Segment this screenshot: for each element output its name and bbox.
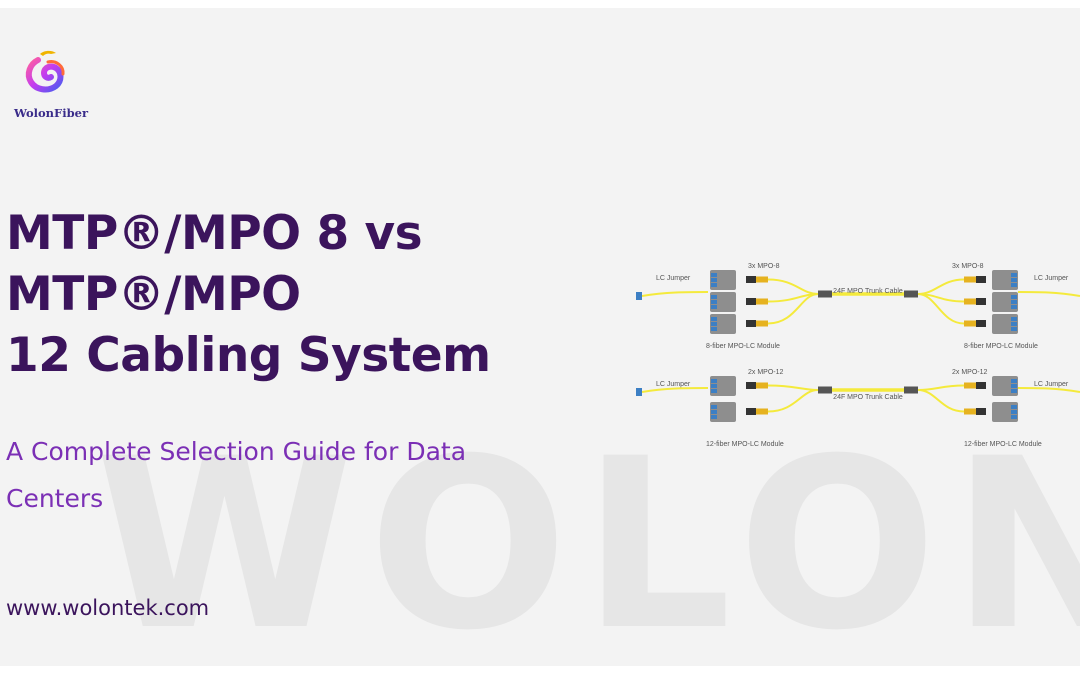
mpo-boot-icon xyxy=(756,382,768,389)
website-url[interactable]: www.wolontek.com xyxy=(6,596,210,620)
lc-jumper-label-left: LC Jumper xyxy=(656,275,691,282)
lc-port-icon xyxy=(711,273,717,277)
mpo-connector-icon xyxy=(976,408,986,415)
mpo-boot-icon xyxy=(964,298,976,305)
trunk-connector-icon xyxy=(904,290,918,298)
lc-port-icon xyxy=(1011,379,1017,383)
lc-port-icon xyxy=(1011,278,1017,282)
lc-port-icon xyxy=(711,379,717,383)
mpo-boot-icon xyxy=(756,298,768,305)
trunk-connector-icon xyxy=(818,290,832,298)
lc-port-icon xyxy=(711,317,717,321)
lc-port-icon xyxy=(711,305,717,309)
mpo-connector-icon xyxy=(746,382,756,389)
lc-port-icon xyxy=(711,327,717,331)
mpo-connector-icon xyxy=(976,298,986,305)
trunk-label: 24F MPO Trunk Cable xyxy=(833,394,903,401)
trunk-connector-icon xyxy=(904,386,918,394)
mpo-connector-icon xyxy=(746,320,756,327)
lc-port-icon xyxy=(1011,283,1017,287)
lc-port-icon xyxy=(711,283,717,287)
page-subtitle: A Complete Selection Guide for Data Cent… xyxy=(6,428,526,522)
lc-jumper-fiber-left xyxy=(641,387,709,393)
lc-port-icon xyxy=(1011,322,1017,326)
wolon-logo-icon xyxy=(25,50,65,93)
subtitle-line-1: A Complete Selection Guide for Data xyxy=(6,437,467,466)
lc-connector-icon xyxy=(636,388,642,396)
brand-logo: WolonFiber xyxy=(6,48,96,128)
fanout-fiber-right xyxy=(917,384,965,391)
module-label-right: 8-fiber MPO-LC Module xyxy=(964,343,1038,350)
lc-port-icon xyxy=(711,415,717,419)
lc-jumper-label-left: LC Jumper xyxy=(656,381,691,388)
lc-jumper-label-right: LC Jumper xyxy=(1034,275,1069,282)
lc-port-icon xyxy=(1011,305,1017,309)
cabling-diagram: LC Jumper 3x MPO-8 8-fiber MPO-LC Module 24… xyxy=(636,263,1080,448)
lc-port-icon xyxy=(711,405,717,409)
lc-port-icon xyxy=(711,322,717,326)
mpo-boot-icon xyxy=(964,320,976,327)
banner-card: WOLON WolonFiber MTP®/MPO 8 vs MTP®/MPO … xyxy=(0,8,1080,666)
mpo-connector-icon xyxy=(746,276,756,283)
page-title: MTP®/MPO 8 vs MTP®/MPO 12 Cabling System xyxy=(6,203,686,386)
fanout-fiber-left xyxy=(767,389,819,413)
mpo-connector-icon xyxy=(746,408,756,415)
mpo-boot-icon xyxy=(964,382,976,389)
mpo-label-left: 2x MPO-12 xyxy=(748,369,784,376)
fanout-fiber-right xyxy=(917,293,965,325)
lc-port-icon xyxy=(1011,300,1017,304)
lc-jumper-label-right: LC Jumper xyxy=(1034,381,1069,388)
lc-port-icon xyxy=(711,300,717,304)
mpo-connector-icon xyxy=(976,276,986,283)
lc-port-icon xyxy=(711,295,717,299)
lc-jumper-fiber-right xyxy=(1017,387,1080,393)
mpo-connector-icon xyxy=(746,298,756,305)
trunk-label: 24F MPO Trunk Cable xyxy=(833,288,903,295)
brand-name: WolonFiber xyxy=(14,106,88,120)
fanout-fiber-right xyxy=(917,389,965,413)
title-line-1: MTP®/MPO 8 vs MTP®/MPO xyxy=(6,206,423,322)
fanout-fiber-right xyxy=(917,278,965,295)
title-line-2: 12 Cabling System xyxy=(6,328,491,383)
lc-port-icon xyxy=(711,384,717,388)
diagram-bottom-row: LC Jumper 2x MPO-12 12-fiber MPO-LC Module… xyxy=(636,369,1080,448)
lc-jumper-fiber-left xyxy=(641,291,709,297)
lc-jumper-fiber-right xyxy=(1017,291,1080,297)
lc-port-icon xyxy=(1011,405,1017,409)
module-label-left: 8-fiber MPO-LC Module xyxy=(706,343,780,350)
mpo-label-right: 2x MPO-12 xyxy=(952,369,988,376)
lc-port-icon xyxy=(1011,415,1017,419)
lc-port-icon xyxy=(1011,327,1017,331)
mpo-label-right: 3x MPO-8 xyxy=(952,263,984,270)
mpo-connector-icon xyxy=(976,382,986,389)
lc-port-icon xyxy=(1011,295,1017,299)
mpo-boot-icon xyxy=(756,320,768,327)
lc-port-icon xyxy=(1011,384,1017,388)
mpo-boot-icon xyxy=(756,408,768,415)
trunk-connector-icon xyxy=(818,386,832,394)
mpo-boot-icon xyxy=(964,276,976,283)
mpo-connector-icon xyxy=(976,320,986,327)
lc-connector-icon xyxy=(636,292,642,300)
lc-port-icon xyxy=(1011,317,1017,321)
mpo-boot-icon xyxy=(964,408,976,415)
module-label-left: 12-fiber MPO-LC Module xyxy=(706,441,784,448)
lc-port-icon xyxy=(711,278,717,282)
lc-port-icon xyxy=(1011,410,1017,414)
subtitle-line-2: Centers xyxy=(6,484,104,513)
lc-port-icon xyxy=(711,389,717,393)
mpo-boot-icon xyxy=(756,276,768,283)
mpo-label-left: 3x MPO-8 xyxy=(748,263,780,270)
lc-port-icon xyxy=(1011,389,1017,393)
lc-port-icon xyxy=(711,410,717,414)
fanout-fiber-left xyxy=(767,278,819,295)
lc-port-icon xyxy=(1011,273,1017,277)
diagram-top-row: LC Jumper 3x MPO-8 8-fiber MPO-LC Module 24… xyxy=(636,263,1080,350)
fanout-fiber-left xyxy=(767,384,819,391)
module-label-right: 12-fiber MPO-LC Module xyxy=(964,441,1042,448)
fanout-fiber-left xyxy=(767,293,819,325)
watermark-text: WOLON xyxy=(95,409,1080,666)
